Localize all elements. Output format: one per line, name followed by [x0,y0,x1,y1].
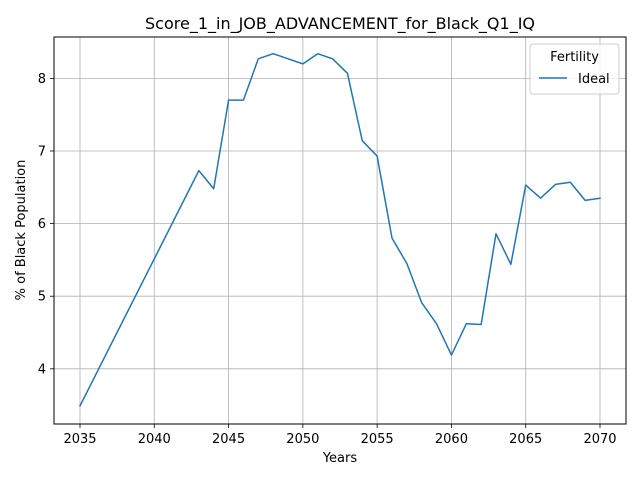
x-axis-label: Years [322,451,358,466]
y-tick-label: 5 [38,290,46,305]
legend: Fertility Ideal [529,43,620,95]
ticks: 2035 2040 2045 2050 2055 2060 2065 2070 4 5 6 7 8 [38,72,617,447]
legend-title: Fertility [550,50,599,65]
grid [54,37,626,424]
y-tick-label: 6 [38,217,46,232]
x-tick-label: 2070 [583,432,616,447]
series-layer [78,52,601,407]
y-axis-label: % of Black Population [14,160,29,301]
y-tick-label: 8 [38,72,46,87]
y-tick-label: 4 [38,362,46,377]
x-tick-label: 2055 [361,432,394,447]
x-tick-label: 2035 [63,432,96,447]
legend-entry-ideal: Ideal [578,72,610,87]
y-tick-label: 7 [38,144,46,159]
x-tick-label: 2060 [435,432,468,447]
x-tick-label: 2045 [212,432,245,447]
x-tick-label: 2065 [509,432,542,447]
plot-frame [53,36,627,425]
x-tick-label: 2040 [138,432,171,447]
legend-box [529,43,620,95]
x-tick-label: 2050 [286,432,319,447]
series-line-ideal [78,52,601,407]
chart-title: Score_1_in_JOB_ADVANCEMENT_for_Black_Q1_… [145,14,535,34]
